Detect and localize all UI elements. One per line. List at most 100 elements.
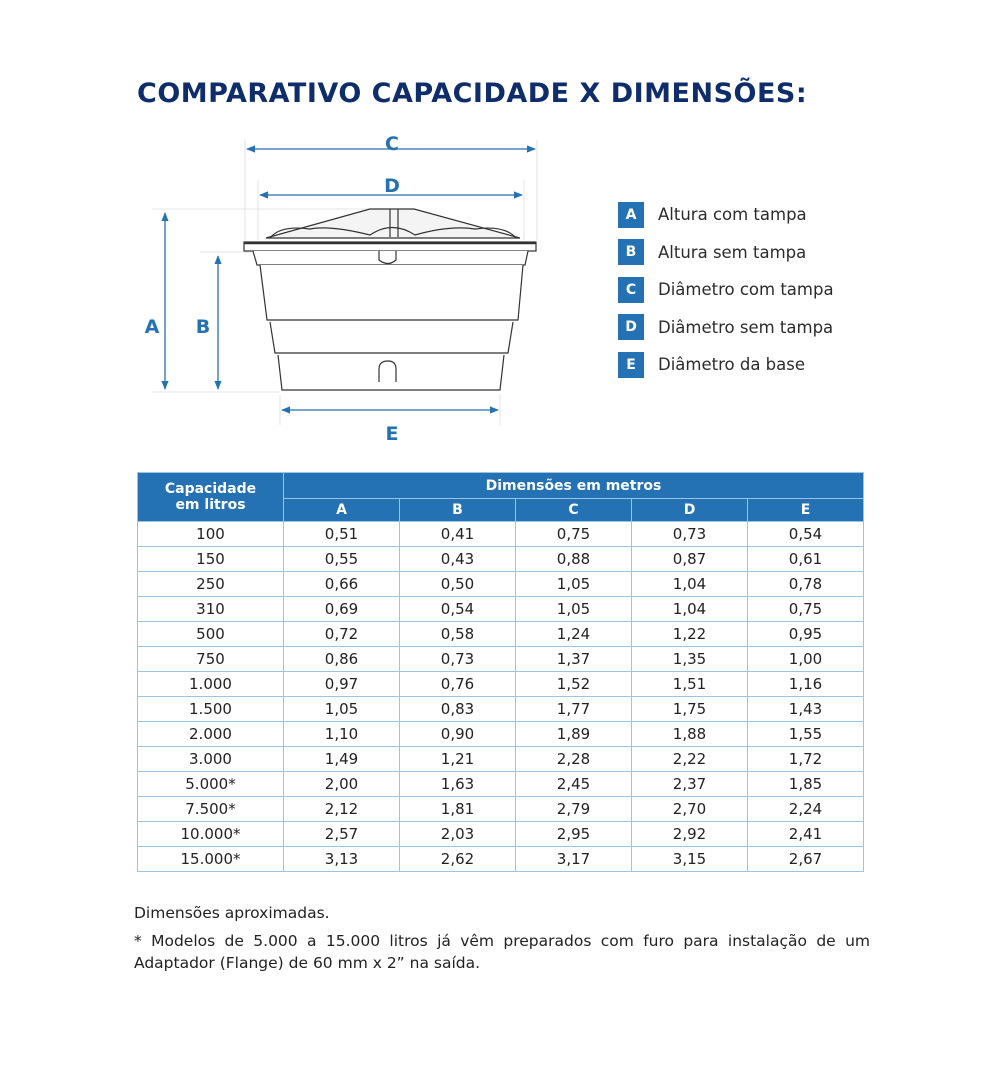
dimension-cell: 3,17 [515, 846, 632, 872]
legend-text: Diâmetro com tampa [658, 280, 834, 300]
table-row: 7.500* 2,12 1,81 2,79 2,70 2,24 [137, 796, 864, 822]
dimension-cell: 1,77 [515, 696, 632, 722]
dimension-cell: 2,24 [747, 796, 864, 822]
dimension-legend: A Altura com tampa B Altura sem tampa C Diâ… [618, 196, 834, 384]
table-row: 15.000* 3,13 2,62 3,17 3,15 2,67 [137, 846, 864, 872]
legend-item-e: E Diâmetro da base [618, 346, 834, 384]
dimension-cell: 0,73 [631, 521, 748, 547]
table-row: 500 0,72 0,58 1,24 1,22 0,95 [137, 621, 864, 647]
table-row: 1.000 0,97 0,76 1,52 1,51 1,16 [137, 671, 864, 697]
capacity-cell: 3.000 [137, 746, 284, 772]
dimension-cell: 2,37 [631, 771, 748, 797]
dimension-cell: 0,86 [283, 646, 400, 672]
dimension-cell: 1,05 [515, 571, 632, 597]
capacity-cell: 1.500 [137, 696, 284, 722]
dimension-cell: 1,22 [631, 621, 748, 647]
table-row: 3.000 1,49 1,21 2,28 2,22 1,72 [137, 746, 864, 772]
tank-diagram: C D A B E [145, 133, 538, 445]
legend-badge: A [618, 201, 644, 228]
table-row: 310 0,69 0,54 1,05 1,04 0,75 [137, 596, 864, 622]
footnote: * Modelos de 5.000 a 15.000 litros já vê… [134, 932, 870, 972]
dimension-cell: 0,72 [283, 621, 400, 647]
dimension-cell: 3,13 [283, 846, 400, 872]
legend-badge: C [618, 276, 644, 303]
dimension-cell: 0,83 [399, 696, 516, 722]
legend-item-d: D Diâmetro sem tampa [618, 309, 834, 347]
table-row: 100 0,51 0,41 0,75 0,73 0,54 [137, 521, 864, 547]
dimension-cell: 1,04 [631, 571, 748, 597]
page-title: COMPARATIVO CAPACIDADE X DIMENSÕES: [137, 78, 808, 109]
label-d: D [384, 175, 400, 197]
dimensions-group-header: Dimensões em metros [283, 472, 864, 499]
dimension-cell: 0,75 [747, 596, 864, 622]
dimension-cell: 0,54 [399, 596, 516, 622]
dimension-cell: 1,51 [631, 671, 748, 697]
capacity-cell: 5.000* [137, 771, 284, 797]
legend-text: Altura com tampa [658, 205, 807, 225]
dimension-cell: 1,10 [283, 721, 400, 747]
dimension-cell: 2,70 [631, 796, 748, 822]
dimension-cell: 0,50 [399, 571, 516, 597]
dimension-cell: 1,88 [631, 721, 748, 747]
dimension-cell: 0,69 [283, 596, 400, 622]
column-header-c: C [515, 498, 632, 522]
dimension-cell: 2,57 [283, 821, 400, 847]
dimension-cell: 1,05 [515, 596, 632, 622]
table-row: 150 0,55 0,43 0,88 0,87 0,61 [137, 546, 864, 572]
capacity-cell: 2.000 [137, 721, 284, 747]
dimension-cell: 1,24 [515, 621, 632, 647]
dimension-cell: 0,78 [747, 571, 864, 597]
dimension-cell: 1,81 [399, 796, 516, 822]
dimension-cell: 1,04 [631, 596, 748, 622]
column-header-e: E [747, 498, 864, 522]
dimension-cell: 1,52 [515, 671, 632, 697]
dimension-cell: 2,12 [283, 796, 400, 822]
dimension-cell: 1,85 [747, 771, 864, 797]
dimension-cell: 0,61 [747, 546, 864, 572]
dimension-cell: 0,54 [747, 521, 864, 547]
table-row: 250 0,66 0,50 1,05 1,04 0,78 [137, 571, 864, 597]
capacity-cell: 7.500* [137, 796, 284, 822]
dimension-cell: 0,41 [399, 521, 516, 547]
legend-text: Altura sem tampa [658, 242, 807, 262]
dimension-cell: 3,15 [631, 846, 748, 872]
approx-note: Dimensões aproximadas. [134, 904, 330, 922]
dimension-cell: 2,28 [515, 746, 632, 772]
dimension-cell: 2,00 [283, 771, 400, 797]
dimension-cell: 0,51 [283, 521, 400, 547]
column-header-b: B [399, 498, 516, 522]
notes: Dimensões aproximadas. * Modelos de 5.00… [134, 902, 870, 980]
capacity-cell: 1.000 [137, 671, 284, 697]
dimension-cell: 2,41 [747, 821, 864, 847]
dimension-cell: 2,45 [515, 771, 632, 797]
table-row: 2.000 1,10 0,90 1,89 1,88 1,55 [137, 721, 864, 747]
legend-item-c: C Diâmetro com tampa [618, 271, 834, 309]
dimension-cell: 0,76 [399, 671, 516, 697]
dimension-cell: 0,90 [399, 721, 516, 747]
legend-text: Diâmetro sem tampa [658, 317, 834, 337]
dimension-cell: 2,22 [631, 746, 748, 772]
dimension-cell: 0,87 [631, 546, 748, 572]
dimension-cell: 1,43 [747, 696, 864, 722]
capacity-cell: 500 [137, 621, 284, 647]
legend-badge: E [618, 351, 644, 378]
dimension-cell: 1,75 [631, 696, 748, 722]
legend-badge: D [618, 314, 644, 341]
dimension-cell: 0,95 [747, 621, 864, 647]
legend-item-a: A Altura com tampa [618, 196, 834, 234]
label-e: E [386, 423, 399, 445]
table-row: 750 0,86 0,73 1,37 1,35 1,00 [137, 646, 864, 672]
dimension-cell: 0,88 [515, 546, 632, 572]
capacity-header: Capacidade em litros [137, 472, 284, 522]
dimension-cell: 1,16 [747, 671, 864, 697]
label-a: A [145, 316, 160, 338]
table-row: 1.500 1,05 0,83 1,77 1,75 1,43 [137, 696, 864, 722]
tank-drawing [243, 208, 537, 391]
dimension-cell: 1,05 [283, 696, 400, 722]
dimension-cell: 2,03 [399, 821, 516, 847]
dimension-cell: 0,58 [399, 621, 516, 647]
dimension-cell: 2,95 [515, 821, 632, 847]
dimension-cell: 2,92 [631, 821, 748, 847]
table-row: 5.000* 2,00 1,63 2,45 2,37 1,85 [137, 771, 864, 797]
legend-badge: B [618, 239, 644, 266]
